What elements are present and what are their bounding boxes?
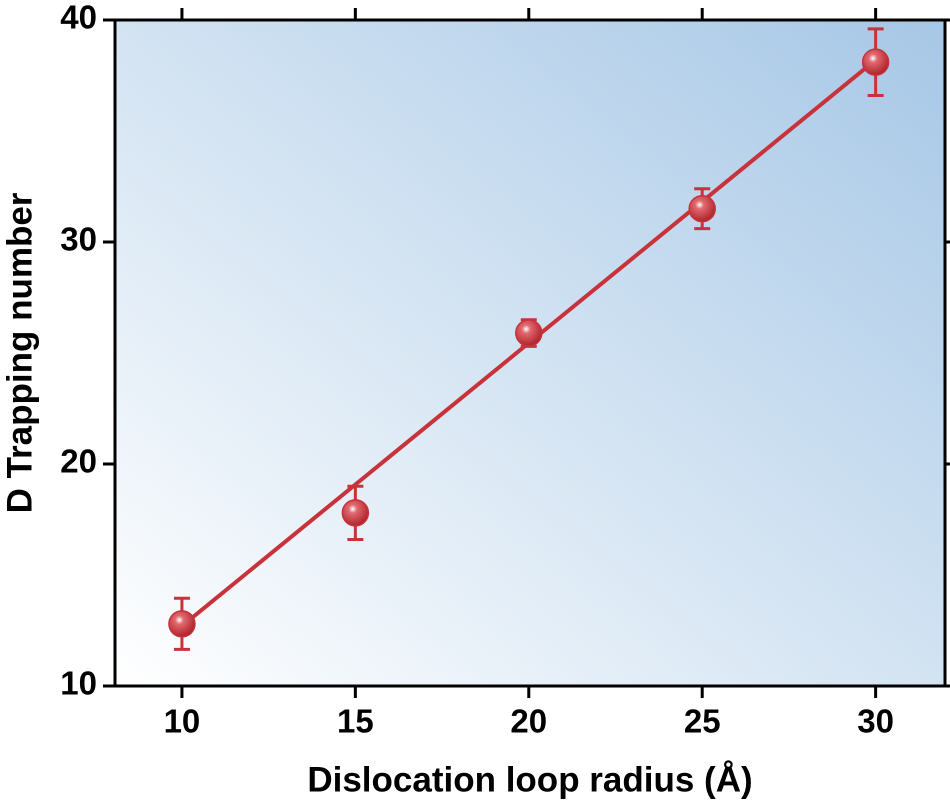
data-point [861, 48, 890, 76]
data-point [688, 194, 716, 223]
x-tick-label: 25 [684, 703, 721, 740]
x-tick-label: 10 [164, 703, 201, 740]
plot-frame [113, 18, 947, 688]
plot-area [115, 20, 945, 686]
data-point [341, 499, 370, 527]
data-point [515, 319, 543, 347]
x-tick-label: 20 [510, 703, 547, 740]
x-axis-title: Dislocation loop radius (Å) [307, 759, 752, 799]
x-tick-label: 15 [337, 703, 374, 740]
y-axis-title: D Trapping number [0, 192, 39, 513]
y-tick-label: 30 [60, 221, 97, 258]
y-tick-label: 40 [60, 0, 97, 36]
x-tick-label: 30 [857, 703, 894, 740]
y-tick-label: 10 [60, 665, 97, 702]
data-point [168, 610, 196, 638]
y-tick-label: 20 [60, 443, 97, 480]
